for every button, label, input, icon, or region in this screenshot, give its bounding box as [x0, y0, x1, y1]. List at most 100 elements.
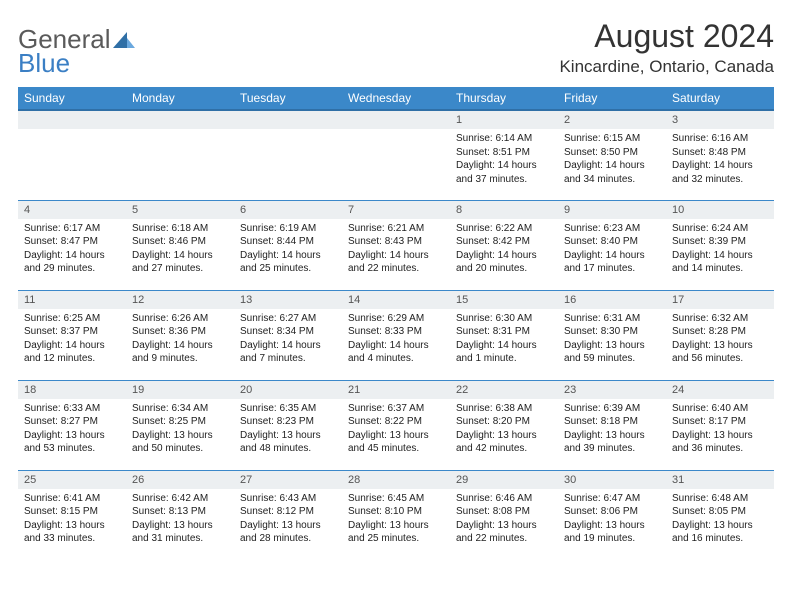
- sunrise-text: Sunrise: 6:45 AM: [348, 492, 444, 506]
- day-number: [126, 111, 234, 129]
- sunrise-text: Sunrise: 6:19 AM: [240, 222, 336, 236]
- daylight-text: Daylight: 14 hours and 17 minutes.: [564, 249, 660, 276]
- sunset-text: Sunset: 8:50 PM: [564, 146, 660, 160]
- calendar-cell: [342, 110, 450, 200]
- sunrise-text: Sunrise: 6:31 AM: [564, 312, 660, 326]
- calendar-cell: 24Sunrise: 6:40 AMSunset: 8:17 PMDayligh…: [666, 380, 774, 470]
- day-data: Sunrise: 6:35 AMSunset: 8:23 PMDaylight:…: [234, 399, 342, 462]
- calendar-table: Sunday Monday Tuesday Wednesday Thursday…: [18, 87, 774, 560]
- day-data: Sunrise: 6:41 AMSunset: 8:15 PMDaylight:…: [18, 489, 126, 552]
- sunset-text: Sunset: 8:46 PM: [132, 235, 228, 249]
- calendar-cell: 29Sunrise: 6:46 AMSunset: 8:08 PMDayligh…: [450, 470, 558, 560]
- sunrise-text: Sunrise: 6:18 AM: [132, 222, 228, 236]
- sunset-text: Sunset: 8:51 PM: [456, 146, 552, 160]
- daylight-text: Daylight: 13 hours and 36 minutes.: [672, 429, 768, 456]
- day-number: 30: [558, 471, 666, 489]
- daylight-text: Daylight: 14 hours and 27 minutes.: [132, 249, 228, 276]
- calendar-cell: 26Sunrise: 6:42 AMSunset: 8:13 PMDayligh…: [126, 470, 234, 560]
- sunrise-text: Sunrise: 6:43 AM: [240, 492, 336, 506]
- calendar-cell: 1Sunrise: 6:14 AMSunset: 8:51 PMDaylight…: [450, 110, 558, 200]
- month-title: August 2024: [559, 18, 774, 55]
- day-data: [126, 129, 234, 189]
- day-number: 27: [234, 471, 342, 489]
- sunrise-text: Sunrise: 6:21 AM: [348, 222, 444, 236]
- sunset-text: Sunset: 8:06 PM: [564, 505, 660, 519]
- sunrise-text: Sunrise: 6:24 AM: [672, 222, 768, 236]
- sunset-text: Sunset: 8:36 PM: [132, 325, 228, 339]
- day-data: Sunrise: 6:46 AMSunset: 8:08 PMDaylight:…: [450, 489, 558, 552]
- col-saturday: Saturday: [666, 87, 774, 110]
- calendar-cell: 25Sunrise: 6:41 AMSunset: 8:15 PMDayligh…: [18, 470, 126, 560]
- sunset-text: Sunset: 8:39 PM: [672, 235, 768, 249]
- sunset-text: Sunset: 8:18 PM: [564, 415, 660, 429]
- daylight-text: Daylight: 13 hours and 25 minutes.: [348, 519, 444, 546]
- sunset-text: Sunset: 8:40 PM: [564, 235, 660, 249]
- day-data: Sunrise: 6:29 AMSunset: 8:33 PMDaylight:…: [342, 309, 450, 372]
- day-number: 6: [234, 201, 342, 219]
- daylight-text: Daylight: 14 hours and 4 minutes.: [348, 339, 444, 366]
- calendar-cell: 9Sunrise: 6:23 AMSunset: 8:40 PMDaylight…: [558, 200, 666, 290]
- sunrise-text: Sunrise: 6:41 AM: [24, 492, 120, 506]
- sunset-text: Sunset: 8:31 PM: [456, 325, 552, 339]
- daylight-text: Daylight: 14 hours and 7 minutes.: [240, 339, 336, 366]
- day-data: Sunrise: 6:22 AMSunset: 8:42 PMDaylight:…: [450, 219, 558, 282]
- calendar-cell: 6Sunrise: 6:19 AMSunset: 8:44 PMDaylight…: [234, 200, 342, 290]
- daylight-text: Daylight: 13 hours and 16 minutes.: [672, 519, 768, 546]
- day-data: Sunrise: 6:27 AMSunset: 8:34 PMDaylight:…: [234, 309, 342, 372]
- day-number: 8: [450, 201, 558, 219]
- sunrise-text: Sunrise: 6:14 AM: [456, 132, 552, 146]
- day-number: 10: [666, 201, 774, 219]
- day-number: 1: [450, 111, 558, 129]
- day-number: [18, 111, 126, 129]
- calendar-week-row: 4Sunrise: 6:17 AMSunset: 8:47 PMDaylight…: [18, 200, 774, 290]
- sunset-text: Sunset: 8:42 PM: [456, 235, 552, 249]
- day-data: Sunrise: 6:34 AMSunset: 8:25 PMDaylight:…: [126, 399, 234, 462]
- day-data: Sunrise: 6:40 AMSunset: 8:17 PMDaylight:…: [666, 399, 774, 462]
- day-number: 21: [342, 381, 450, 399]
- sunrise-text: Sunrise: 6:30 AM: [456, 312, 552, 326]
- sunset-text: Sunset: 8:23 PM: [240, 415, 336, 429]
- day-data: Sunrise: 6:21 AMSunset: 8:43 PMDaylight:…: [342, 219, 450, 282]
- sunset-text: Sunset: 8:27 PM: [24, 415, 120, 429]
- calendar-cell: 12Sunrise: 6:26 AMSunset: 8:36 PMDayligh…: [126, 290, 234, 380]
- daylight-text: Daylight: 13 hours and 50 minutes.: [132, 429, 228, 456]
- sunset-text: Sunset: 8:08 PM: [456, 505, 552, 519]
- day-data: Sunrise: 6:18 AMSunset: 8:46 PMDaylight:…: [126, 219, 234, 282]
- day-number: 19: [126, 381, 234, 399]
- col-sunday: Sunday: [18, 87, 126, 110]
- day-number: 26: [126, 471, 234, 489]
- calendar-cell: 13Sunrise: 6:27 AMSunset: 8:34 PMDayligh…: [234, 290, 342, 380]
- calendar-cell: 17Sunrise: 6:32 AMSunset: 8:28 PMDayligh…: [666, 290, 774, 380]
- sunrise-text: Sunrise: 6:35 AM: [240, 402, 336, 416]
- daylight-text: Daylight: 13 hours and 39 minutes.: [564, 429, 660, 456]
- day-number: 7: [342, 201, 450, 219]
- daylight-text: Daylight: 13 hours and 22 minutes.: [456, 519, 552, 546]
- calendar-cell: 3Sunrise: 6:16 AMSunset: 8:48 PMDaylight…: [666, 110, 774, 200]
- sunrise-text: Sunrise: 6:48 AM: [672, 492, 768, 506]
- sunset-text: Sunset: 8:44 PM: [240, 235, 336, 249]
- calendar-cell: 22Sunrise: 6:38 AMSunset: 8:20 PMDayligh…: [450, 380, 558, 470]
- sunrise-text: Sunrise: 6:25 AM: [24, 312, 120, 326]
- day-number: 9: [558, 201, 666, 219]
- day-number: 28: [342, 471, 450, 489]
- daylight-text: Daylight: 13 hours and 42 minutes.: [456, 429, 552, 456]
- day-number: 31: [666, 471, 774, 489]
- day-data: Sunrise: 6:38 AMSunset: 8:20 PMDaylight:…: [450, 399, 558, 462]
- day-data: Sunrise: 6:14 AMSunset: 8:51 PMDaylight:…: [450, 129, 558, 192]
- sunrise-text: Sunrise: 6:26 AM: [132, 312, 228, 326]
- calendar-cell: 7Sunrise: 6:21 AMSunset: 8:43 PMDaylight…: [342, 200, 450, 290]
- sunrise-text: Sunrise: 6:37 AM: [348, 402, 444, 416]
- sunset-text: Sunset: 8:25 PM: [132, 415, 228, 429]
- daylight-text: Daylight: 14 hours and 32 minutes.: [672, 159, 768, 186]
- calendar-cell: 20Sunrise: 6:35 AMSunset: 8:23 PMDayligh…: [234, 380, 342, 470]
- page-header: General August 2024 Kincardine, Ontario,…: [18, 18, 774, 77]
- brand-triangle-icon: [113, 24, 135, 55]
- calendar-cell: 14Sunrise: 6:29 AMSunset: 8:33 PMDayligh…: [342, 290, 450, 380]
- daylight-text: Daylight: 13 hours and 59 minutes.: [564, 339, 660, 366]
- day-number: 12: [126, 291, 234, 309]
- day-number: 18: [18, 381, 126, 399]
- day-number: [342, 111, 450, 129]
- daylight-text: Daylight: 14 hours and 14 minutes.: [672, 249, 768, 276]
- sunset-text: Sunset: 8:47 PM: [24, 235, 120, 249]
- day-data: Sunrise: 6:42 AMSunset: 8:13 PMDaylight:…: [126, 489, 234, 552]
